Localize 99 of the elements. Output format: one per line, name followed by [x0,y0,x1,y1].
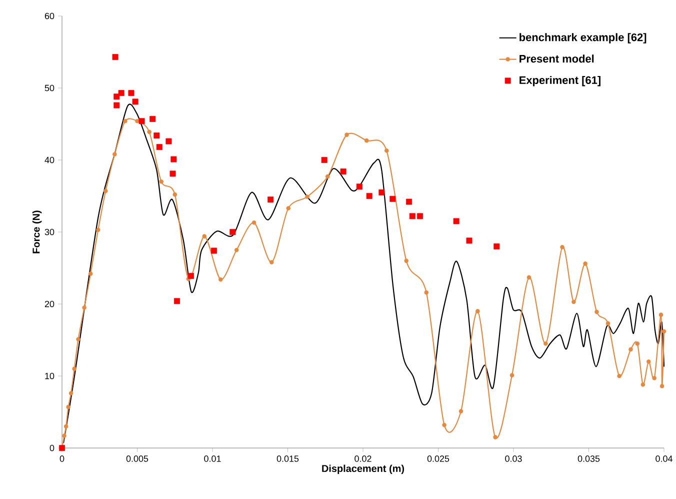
point [66,404,70,410]
point [617,374,622,378]
point [466,238,472,244]
x-tick-label: 0.01 [204,456,221,462]
point [409,213,416,220]
point [170,170,176,177]
point [64,424,68,429]
point [174,298,180,304]
y-tick-label: 50 [44,84,54,92]
point [390,196,396,202]
point [230,229,236,235]
point [96,228,100,232]
point [170,156,177,162]
point [424,290,429,295]
x-tick-label: 0.04 [656,456,672,462]
point [458,409,464,414]
point [112,152,117,156]
point [325,174,330,179]
point [252,220,256,225]
point [218,277,223,282]
point [384,148,389,153]
point [286,206,290,210]
point [662,329,666,334]
point [406,198,412,205]
point [378,189,385,196]
point [159,179,164,184]
point [640,382,646,387]
point [344,132,349,137]
point [166,138,172,144]
point [364,138,369,143]
point [583,262,588,266]
point [150,116,156,122]
point [494,243,500,250]
point [417,213,424,220]
point [156,144,162,150]
point [404,258,408,263]
point [202,234,207,238]
point [321,157,328,163]
point [510,373,514,378]
point [476,309,480,314]
point [606,321,610,326]
point [104,188,108,194]
x-tick-label: 0.03 [505,456,522,462]
point [658,312,664,317]
legend-label: benchmark example [62] [520,33,646,44]
x-tick-label: 0.025 [427,456,450,462]
point [453,218,460,224]
y-tick-label: 60 [44,12,54,20]
point [660,384,664,388]
y-tick-label: 20 [44,300,54,308]
point [340,168,346,175]
point [356,184,362,190]
point [114,102,120,108]
y-tick-label: 30 [44,228,54,236]
point [123,118,128,124]
point [211,248,217,254]
point [138,118,145,124]
point [442,422,446,428]
point [234,248,239,252]
y-axis-title: Force (N) [32,210,42,254]
point [132,98,138,105]
point [88,272,93,276]
point [147,130,152,134]
point [68,391,74,396]
y-tick-label: 40 [44,156,54,164]
point [366,193,372,199]
point [493,435,498,440]
point [305,194,310,199]
point [172,192,178,197]
point [76,337,80,342]
point [628,347,633,352]
point [594,310,599,314]
point [62,434,66,438]
legend-label: Experiment [61] [520,76,600,86]
y-tick-label: 10 [45,372,54,380]
point [118,90,124,96]
point [128,90,134,96]
x-tick-label: 0 [60,456,64,462]
x-tick-label: 0.035 [578,456,600,462]
point [72,366,76,371]
point [82,305,86,310]
y-tick-label: 0 [50,444,54,452]
point [572,300,576,304]
x-tick-label: 0.015 [276,456,299,462]
point [154,132,160,139]
point [526,275,532,280]
legend-label: Present model [520,54,594,63]
point [635,341,640,346]
point [560,244,564,250]
point [652,376,657,380]
point [544,341,548,346]
x-tick-label: 0.02 [354,456,372,462]
point [112,54,118,60]
x-axis-title: Displacement (m) [322,464,404,474]
point [270,260,274,264]
point [188,272,194,279]
point [646,359,651,364]
point [268,196,274,203]
x-tick-label: 0.005 [126,456,148,462]
